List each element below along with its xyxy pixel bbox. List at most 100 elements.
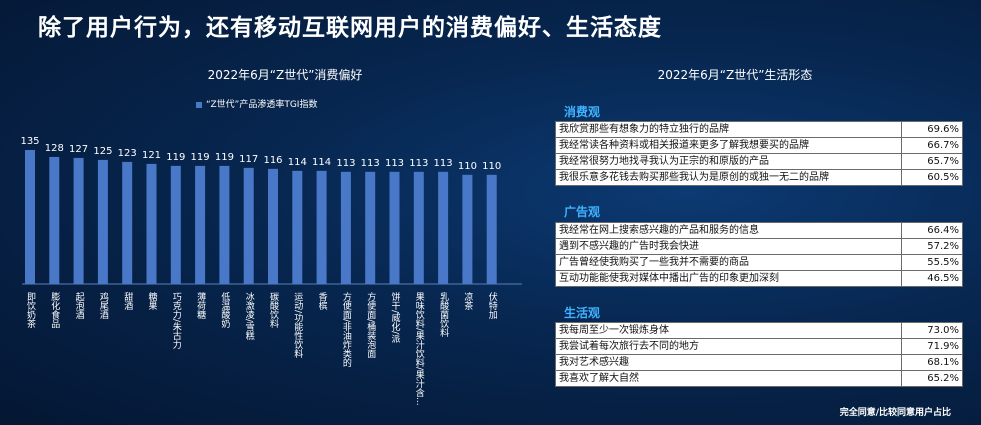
- table-row: 我喜欢了解大自然 65.2%: [555, 370, 963, 387]
- bar: [243, 167, 254, 284]
- bar: [170, 165, 181, 284]
- bar-value-label: 128: [45, 143, 64, 154]
- table-row: 我尝试着每次旅行去不同的地方 71.9%: [555, 338, 963, 355]
- table-row: 遇到不感兴趣的广告时我会快进 57.2%: [555, 238, 963, 255]
- bar: [73, 157, 84, 284]
- chart-title: 2022年6月“Z世代”消费偏好: [207, 68, 363, 82]
- category-label: 冰激凌/雪糕: [244, 291, 255, 341]
- bar-value-label: 123: [118, 148, 137, 159]
- row-value: 65.2%: [901, 370, 963, 387]
- category-label: 鸡尾酒: [98, 291, 109, 320]
- bar: [292, 170, 303, 284]
- table-row: 我每周至少一次锻炼身体 73.0%: [555, 322, 963, 339]
- row-value: 73.0%: [901, 322, 963, 339]
- bar-value-label: 110: [458, 161, 477, 172]
- row-label: 互动功能能使我对媒体中播出广告的印象更加深刻: [555, 270, 902, 287]
- bar-value-label: 119: [166, 152, 185, 163]
- bar-value-label: 135: [20, 136, 39, 147]
- row-value: 65.7%: [901, 153, 963, 170]
- bar: [365, 171, 376, 284]
- row-label: 我经常很努力地找寻我认为正宗的和原版的产品: [555, 153, 902, 170]
- bar: [195, 165, 206, 284]
- bar-value-label: 117: [239, 154, 258, 165]
- row-value: 60.5%: [901, 169, 963, 186]
- row-value: 71.9%: [901, 338, 963, 355]
- table-row: 我欣赏那些有想象力的特立独行的品牌 69.6%: [555, 121, 963, 138]
- bar-value-label: 113: [409, 158, 428, 169]
- bar: [486, 174, 497, 284]
- row-label: 我尝试着每次旅行去不同的地方: [555, 338, 902, 355]
- category-label: 方便面/非油炸类的: [341, 291, 352, 368]
- bar-value-label: 119: [191, 152, 210, 163]
- bar-value-label: 114: [288, 157, 307, 168]
- category-label: 香槟: [317, 292, 328, 311]
- bar-value-label: 121: [142, 150, 161, 161]
- advertising-table: 我经常在网上搜索感兴趣的产品和服务的信息 66.4% 遇到不感兴趣的广告时我会快进…: [555, 222, 963, 287]
- bar: [268, 168, 278, 284]
- row-value: 46.5%: [901, 270, 963, 287]
- bar-value-label: 114: [312, 157, 331, 168]
- row-label: 我每周至少一次锻炼身体: [555, 322, 902, 339]
- bar-value-label: 127: [69, 144, 88, 155]
- bar-value-label: 119: [215, 152, 234, 163]
- section-title-lifestyle: 生活观: [564, 306, 601, 320]
- bar-value-label: 113: [385, 158, 404, 169]
- row-label: 我欣赏那些有想象力的特立独行的品牌: [555, 121, 902, 138]
- category-label: 即饮奶茶: [25, 292, 36, 328]
- bar-value-label: 113: [336, 158, 355, 169]
- category-label: 起泡酒: [74, 292, 85, 320]
- row-value: 66.7%: [901, 137, 963, 154]
- category-label: 饼干/威化/派: [390, 291, 401, 343]
- bar: [438, 171, 449, 284]
- category-label: 甜酒: [122, 291, 133, 311]
- bar: [49, 156, 60, 284]
- table-row: 我经常很努力地找寻我认为正宗的和原版的产品 65.7%: [555, 153, 963, 170]
- bar-value-label: 113: [434, 158, 453, 169]
- bar-value-label: 116: [263, 155, 282, 166]
- legend-label: “Z世代”产品渗透率TGI指数: [206, 100, 318, 110]
- table-row: 我很乐意多花钱去购买那些我认为是原创的或独一无二的品牌 60.5%: [555, 169, 963, 186]
- page-title: 除了用户行为，还有移动互联网用户的消费偏好、生活态度: [38, 15, 662, 41]
- chart-legend: “Z世代”产品渗透率TGI指数: [196, 97, 317, 110]
- section-title-consumption: 消费观: [564, 105, 601, 119]
- lifestyle-table: 我每周至少一次锻炼身体 73.0% 我尝试着每次旅行去不同的地方 71.9% 我对艺…: [555, 322, 963, 387]
- row-value: 66.4%: [901, 222, 963, 239]
- table-row: 广告曾经使我购买了一些我并不需要的商品 55.5%: [555, 254, 963, 271]
- row-label: 广告曾经使我购买了一些我并不需要的商品: [555, 254, 902, 271]
- table-row: 我对艺术感兴趣 68.1%: [555, 354, 963, 371]
- row-label: 我喜欢了解大自然: [555, 370, 902, 387]
- category-label: 果味饮料/果汁饮料/果汁含...: [414, 292, 425, 406]
- section-title-advertising: 广告观: [564, 205, 601, 219]
- category-label: 运动/功能性饮料: [292, 292, 303, 359]
- bar: [25, 150, 35, 284]
- row-label: 我经常在网上搜索感兴趣的产品和服务的信息: [555, 222, 902, 239]
- row-label: 遇到不感兴趣的广告时我会快进: [555, 238, 902, 255]
- table-row: 我经常读各种资料或相关报道来更多了解我想要买的品牌 66.7%: [555, 137, 963, 154]
- category-label: 伏特加: [487, 291, 498, 320]
- bar: [122, 161, 133, 284]
- bar: [340, 171, 351, 284]
- category-label: 碳酸饮料: [268, 291, 279, 329]
- category-label: 膨化食品: [49, 291, 60, 329]
- consumption-table: 我欣赏那些有想象力的特立独行的品牌 69.6% 我经常读各种资料或相关报道来更多了…: [555, 121, 963, 186]
- category-label: 方便面/桶装泡面: [365, 291, 376, 359]
- row-label: 我经常读各种资料或相关报道来更多了解我想要买的品牌: [555, 137, 902, 154]
- bar: [146, 163, 157, 284]
- row-value: 55.5%: [901, 254, 963, 271]
- bar: [316, 170, 327, 284]
- bar: [389, 171, 400, 284]
- bar: [97, 159, 108, 284]
- bar-value-label: 113: [361, 158, 380, 169]
- legend-swatch: [196, 101, 202, 108]
- row-value: 57.2%: [901, 238, 963, 255]
- bar: [462, 174, 473, 284]
- bar-value-label: 125: [93, 146, 112, 157]
- row-label: 我对艺术感兴趣: [555, 354, 902, 371]
- category-label: 薄荷糖: [195, 291, 206, 320]
- row-label: 我很乐意多花钱去购买那些我认为是原创的或独一无二的品牌: [555, 169, 902, 186]
- bar-chart: 135 即饮奶茶 128 膨化食品 127 起泡酒 125 鸡尾酒 123 甜酒 121 糖果 119 巧…: [20, 136, 522, 406]
- category-label: 凉茶: [462, 291, 473, 310]
- table-row: 我经常在网上搜索感兴趣的产品和服务的信息 66.4%: [555, 222, 963, 239]
- footnote: 完全同意/比较同意用户占比: [839, 408, 951, 418]
- lifestyle-title: 2022年6月“Z世代”生活形态: [657, 68, 813, 82]
